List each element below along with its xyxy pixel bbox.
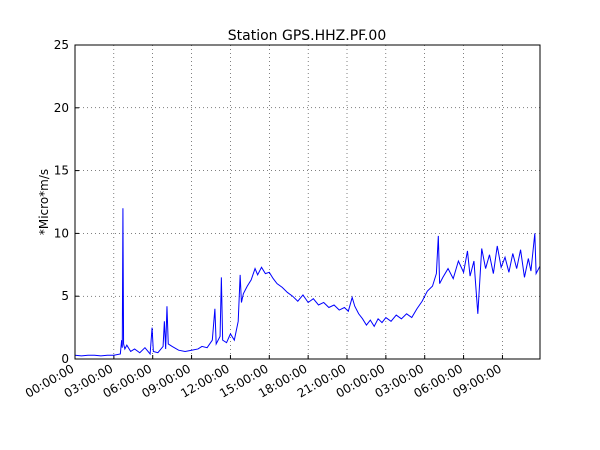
y-axis-label: *Micro*m/s (37, 169, 51, 235)
data-line (74, 208, 541, 357)
chart-title: Station GPS.HHZ.PF.00 (228, 28, 386, 44)
y-tick-label: 15 (54, 164, 69, 178)
y-tick-label: 5 (61, 289, 69, 303)
y-tick-label: 25 (54, 38, 69, 52)
y-tick-label: 10 (54, 226, 69, 240)
y-tick-label: 20 (54, 101, 69, 115)
plot-frame (74, 44, 541, 360)
y-tick-label: 0 (61, 352, 69, 366)
